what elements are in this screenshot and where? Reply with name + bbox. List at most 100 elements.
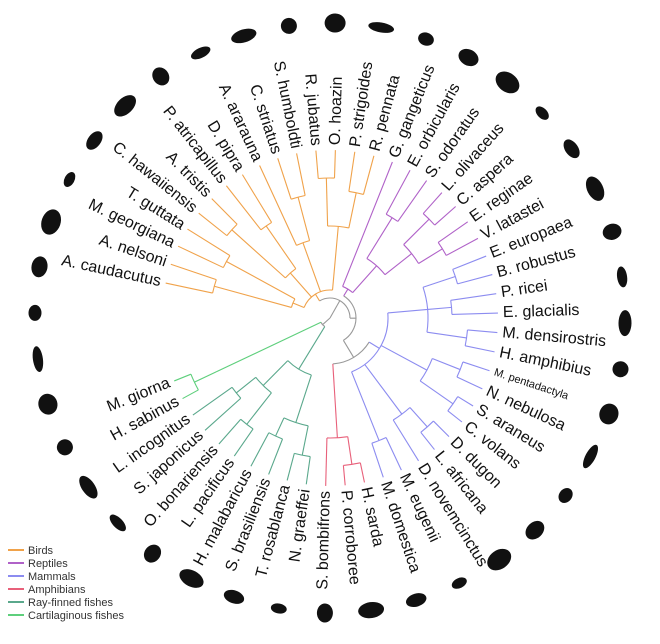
branch-95 xyxy=(433,420,450,437)
legend-label-mammals: Mammals xyxy=(28,571,76,583)
branch-arc-130 xyxy=(231,387,242,399)
branch-131 xyxy=(204,397,242,431)
branch-49 xyxy=(366,217,393,259)
animal-silhouette-icon xyxy=(223,589,245,604)
branch-111 xyxy=(298,326,326,370)
branch-89 xyxy=(457,396,474,407)
branch-123 xyxy=(262,360,289,386)
branch-arc-26 xyxy=(296,240,310,246)
branch-119 xyxy=(275,417,285,437)
branch-arc-70 xyxy=(452,269,459,285)
legend: BirdsReptilesMammalsAmphibiansRay-finned… xyxy=(8,545,124,622)
taxon-label: P. ricei xyxy=(500,277,549,301)
animal-silhouette-icon xyxy=(32,346,44,372)
branch-arc-18 xyxy=(226,223,238,236)
branch-20 xyxy=(211,198,238,225)
branch-24 xyxy=(241,174,273,223)
animal-silhouette-icon xyxy=(63,172,76,187)
animal-silhouette-icon xyxy=(86,131,103,150)
animal-silhouette-icon xyxy=(324,13,346,33)
branch-19 xyxy=(198,212,228,237)
branch-30 xyxy=(277,158,292,200)
branch-61 xyxy=(437,221,469,243)
branch-40 xyxy=(348,151,356,192)
taxon-label: O. hoazin xyxy=(327,76,346,145)
branch-17 xyxy=(231,229,286,279)
branch-arc-4 xyxy=(303,289,333,308)
branch-arc-99 xyxy=(371,436,387,444)
branch-25 xyxy=(302,242,322,292)
animal-silhouette-icon xyxy=(231,28,257,44)
branch-73 xyxy=(427,306,452,311)
branch-109 xyxy=(322,317,331,326)
animal-silhouette-icon xyxy=(563,139,580,159)
branch-58 xyxy=(434,206,457,226)
branch-122 xyxy=(250,432,270,467)
animal-silhouette-icon xyxy=(418,32,434,46)
branch-arc-16 xyxy=(284,268,297,279)
branch-55 xyxy=(403,218,430,245)
animal-silhouette-icon xyxy=(487,548,512,571)
branch-41 xyxy=(362,155,375,195)
branch-46 xyxy=(342,161,393,287)
animal-silhouette-icon xyxy=(41,209,62,235)
animal-silhouette-icon xyxy=(280,17,297,34)
branch-32 xyxy=(331,226,339,291)
animal-silhouette-icon xyxy=(618,310,632,337)
branch-arc-78 xyxy=(464,329,469,346)
taxon-label: M. densirostris xyxy=(502,324,607,350)
taxon-label: P. corroboree xyxy=(337,489,363,585)
branch-31 xyxy=(296,153,306,196)
legend-label-rayfinned: Ray-finned fishes xyxy=(28,597,113,609)
animal-silhouette-icon xyxy=(316,603,333,623)
branch-5 xyxy=(292,302,305,309)
branch-21 xyxy=(265,225,297,270)
branch-127 xyxy=(233,428,254,457)
tree-branches xyxy=(165,150,498,486)
animal-silhouette-icon xyxy=(109,514,126,532)
branch-107 xyxy=(342,465,346,486)
branch-14 xyxy=(187,228,231,257)
legend-label-cartilaginous: Cartilaginous fishes xyxy=(28,610,124,622)
branch-9 xyxy=(165,282,213,294)
branch-67 xyxy=(387,308,428,314)
animal-silhouette-icon xyxy=(152,67,170,86)
branch-63 xyxy=(342,340,355,358)
animal-silhouettes xyxy=(28,13,632,623)
branch-65 xyxy=(368,341,380,349)
branch-arc-112 xyxy=(287,360,312,376)
animal-silhouette-icon xyxy=(602,223,622,240)
branch-106 xyxy=(359,462,365,483)
legend-label-reptiles: Reptiles xyxy=(28,558,68,570)
branch-arc-45 xyxy=(342,285,354,294)
branch-38 xyxy=(348,192,357,229)
branch-97 xyxy=(392,419,419,462)
branch-71 xyxy=(452,255,487,270)
animal-silhouette-icon xyxy=(28,304,42,321)
branch-arc-43 xyxy=(343,295,357,341)
branch-arc-120 xyxy=(268,432,283,440)
branch-arc-105 xyxy=(343,462,361,466)
animal-silhouette-icon xyxy=(270,603,287,614)
animal-silhouette-icon xyxy=(525,520,545,540)
branch-arc-12 xyxy=(222,255,231,268)
branch-81 xyxy=(380,344,428,371)
branch-134 xyxy=(194,371,217,383)
branch-90 xyxy=(447,410,463,423)
branch-69 xyxy=(422,276,456,288)
branch-11 xyxy=(226,260,296,300)
branch-27 xyxy=(259,165,297,246)
branch-arc-126 xyxy=(240,418,254,430)
branch-arc-66 xyxy=(351,312,389,373)
branch-28 xyxy=(297,196,311,241)
branch-102 xyxy=(332,363,338,438)
branch-arc-50 xyxy=(385,213,399,222)
branch-arc-94 xyxy=(420,420,434,433)
branch-13 xyxy=(177,245,224,269)
branch-118 xyxy=(286,453,295,481)
animal-silhouette-icon xyxy=(458,48,479,67)
animal-silhouette-icon xyxy=(558,488,573,503)
animal-silhouette-icon xyxy=(612,361,629,378)
branch-98 xyxy=(351,371,380,441)
